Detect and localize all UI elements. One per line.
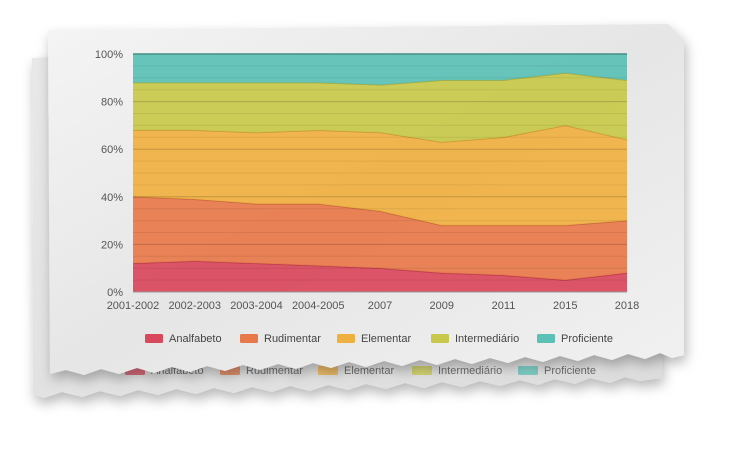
legend-swatch bbox=[240, 334, 258, 343]
legend-item-proficiente[interactable]: Proficiente bbox=[537, 333, 613, 345]
x-tick-label: 2009 bbox=[430, 300, 454, 312]
stacked-area-chart: 0%20%40%60%80%100% 2001-2002 2002-2003 200… bbox=[95, 49, 639, 345]
back-legend: Analfabeto Rudimentar Elementar Intermediár… bbox=[125, 365, 596, 377]
legend-label: Analfabeto bbox=[169, 333, 222, 345]
legend-swatch bbox=[431, 334, 449, 343]
legend-label: Elementar bbox=[361, 333, 411, 345]
back-legend-item-elementar: Elementar bbox=[318, 365, 394, 377]
area-proficiente bbox=[133, 54, 627, 85]
area-intermediario bbox=[133, 73, 627, 143]
chart-legend: Analfabeto Rudimentar Elementar Intermediár… bbox=[145, 333, 613, 345]
back-legend-item-proficiente: Proficiente bbox=[518, 365, 596, 377]
back-legend-swatch bbox=[518, 366, 538, 375]
legend-label: Proficiente bbox=[561, 333, 613, 345]
x-tick-label: 2004-2005 bbox=[292, 300, 345, 312]
y-tick-label: 60% bbox=[101, 144, 123, 156]
legend-item-rudimentar[interactable]: Rudimentar bbox=[240, 333, 321, 345]
x-tick-label: 2003-2004 bbox=[230, 300, 283, 312]
legend-label: Rudimentar bbox=[264, 333, 321, 345]
area-rudimentar bbox=[133, 196, 627, 281]
y-tick-label: 100% bbox=[95, 49, 123, 61]
x-axis: 2001-2002 2002-2003 2003-2004 2004-2005 2007… bbox=[107, 291, 639, 312]
y-tick-label: 0% bbox=[107, 287, 123, 299]
legend-item-analfabeto[interactable]: Analfabeto bbox=[145, 333, 222, 345]
x-tick-label: 2001-2002 bbox=[107, 300, 160, 312]
legend-label: Intermediário bbox=[455, 333, 519, 345]
area-elementar bbox=[133, 125, 627, 226]
back-legend-swatch bbox=[412, 366, 432, 375]
x-tick-label: 2011 bbox=[492, 300, 516, 312]
legend-item-intermediario[interactable]: Intermediário bbox=[431, 333, 519, 345]
legend-swatch bbox=[537, 334, 555, 343]
x-tick-label: 2002-2003 bbox=[168, 300, 221, 312]
chart-gridlines bbox=[133, 53, 627, 293]
legend-swatch bbox=[145, 334, 163, 343]
back-legend-label: Proficiente bbox=[544, 365, 596, 377]
back-legend-item-intermediario: Intermediário bbox=[412, 365, 502, 377]
x-tick-label: 2007 bbox=[368, 300, 392, 312]
legend-swatch bbox=[337, 334, 355, 343]
back-legend-swatch bbox=[318, 366, 338, 375]
y-tick-label: 80% bbox=[101, 97, 123, 109]
legend-item-elementar[interactable]: Elementar bbox=[337, 333, 411, 345]
y-tick-label: 40% bbox=[101, 192, 123, 204]
chart-areas bbox=[132, 53, 628, 292]
y-axis: 0% 20% 40% 60% 80% 100% bbox=[95, 49, 123, 299]
back-legend-label: Intermediário bbox=[438, 365, 502, 377]
area-analfabeto bbox=[133, 261, 627, 292]
back-legend-label: Elementar bbox=[344, 365, 394, 377]
y-tick-label: 20% bbox=[101, 239, 123, 251]
x-tick-label: 2018 bbox=[615, 300, 639, 312]
x-tick-label: 2015 bbox=[553, 300, 577, 312]
